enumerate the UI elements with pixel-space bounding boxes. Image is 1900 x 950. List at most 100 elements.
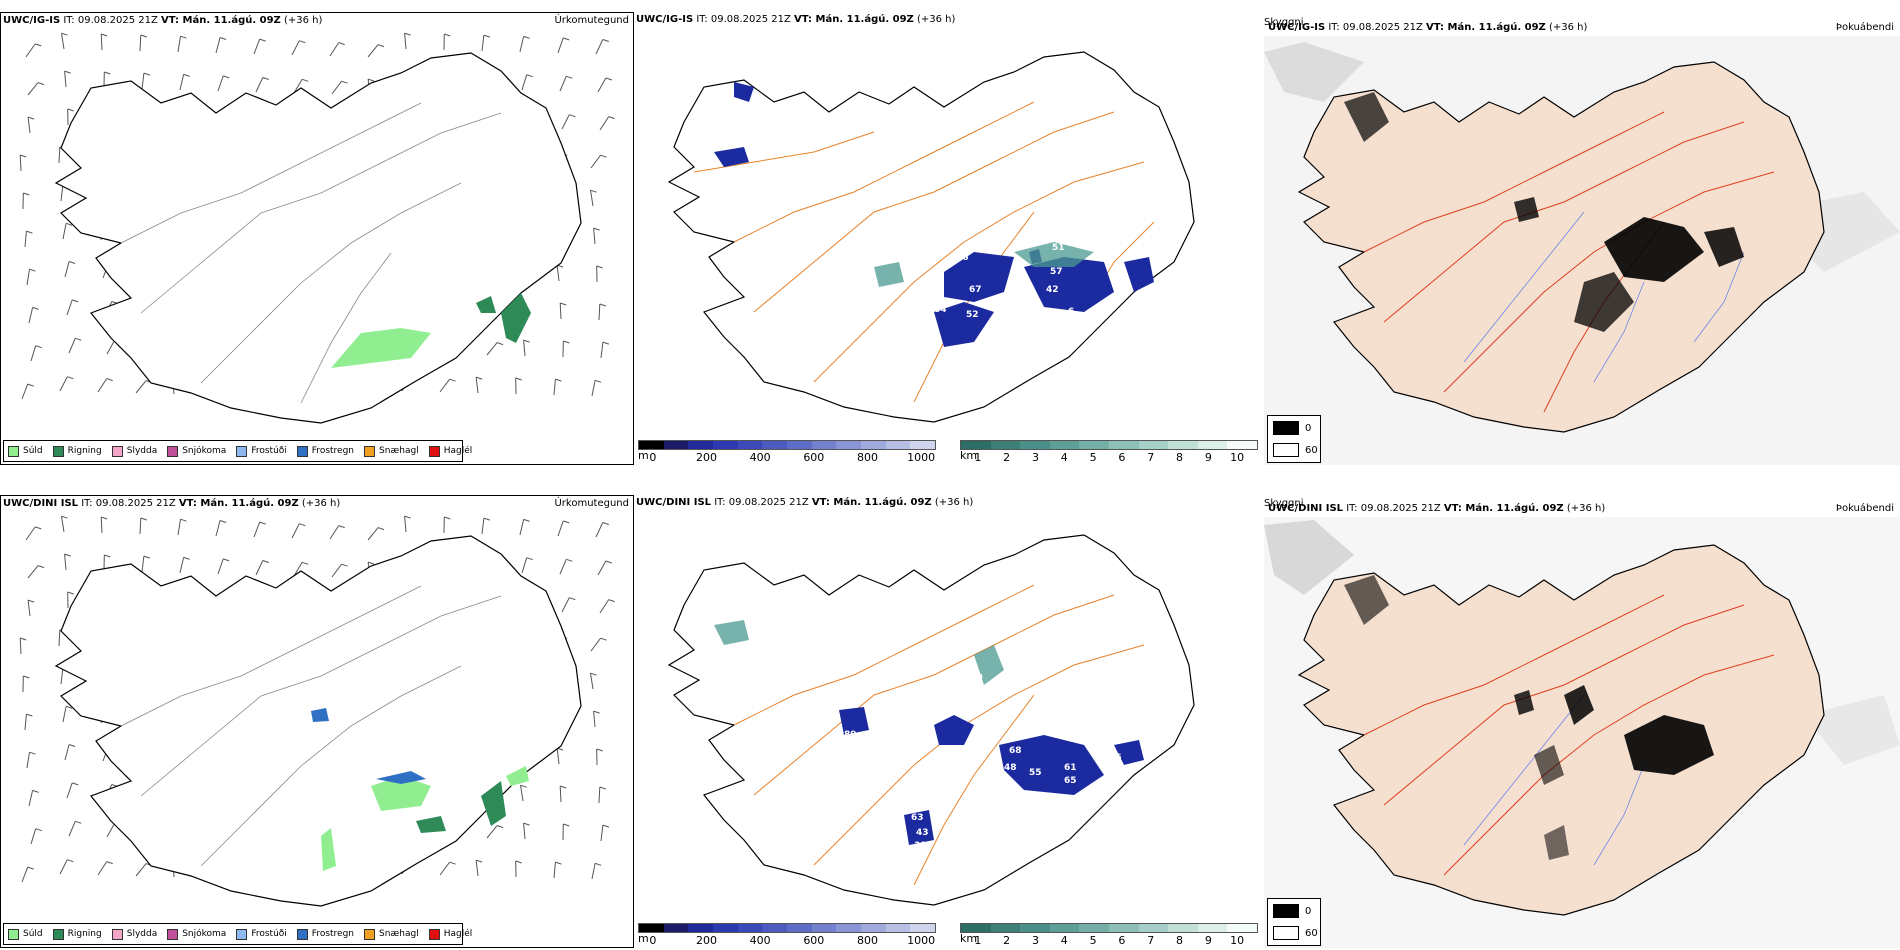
- wind-barb: [520, 785, 524, 802]
- wind-barb-tick: [183, 556, 190, 560]
- wind-barb: [439, 861, 451, 876]
- wind-barb-tick: [523, 339, 530, 343]
- ceiling-value-label: 51: [1052, 243, 1065, 253]
- ceiling-value-label: 64: [934, 305, 947, 315]
- wind-barb: [291, 40, 300, 56]
- wind-barb-tick: [37, 82, 45, 86]
- colorbar-tick-label: 7: [1147, 934, 1155, 947]
- wind-barb-tick: [593, 227, 600, 231]
- fog-legend: 0 60: [1267, 898, 1321, 946]
- legend-swatch: [52, 445, 64, 457]
- wind-barb-tick: [367, 78, 375, 82]
- wind-barb-tick: [594, 379, 602, 383]
- iceland-outline: [1297, 61, 1825, 433]
- wind-barb: [559, 559, 567, 575]
- visibility-areas: [714, 620, 1004, 685]
- precip-legend-item: Slydda: [111, 928, 158, 940]
- wind-barb-tick: [520, 784, 527, 788]
- wind-barb-tick: [26, 230, 33, 234]
- wind-barb: [58, 146, 61, 164]
- wind-barb-tick: [563, 520, 570, 524]
- colorbar-tick-label: 6: [1118, 934, 1126, 947]
- legend-label: Frostregn: [311, 446, 355, 456]
- wind-barb: [598, 786, 601, 804]
- wind-barb-tick: [377, 527, 385, 531]
- wind-barb: [481, 518, 485, 535]
- wind-barb: [217, 558, 224, 575]
- legend-swatch: [1273, 421, 1299, 435]
- colorbar-tick-label: 600: [803, 451, 825, 464]
- panel-label: Þokuábendi: [1835, 22, 1894, 33]
- precip-legend-item: Haglél: [428, 445, 472, 457]
- wind-barb: [595, 522, 604, 538]
- ceiling-value-label: 42: [916, 720, 929, 730]
- ceiling-value-label: 101: [829, 736, 848, 746]
- colorbar-tick-label: 4: [1060, 451, 1068, 464]
- wind-barb: [62, 223, 67, 240]
- iceland-ceiling-map: 98 54 75 92 66 48 51 32 57 67 64 63 52 42 4 6: [667, 51, 1195, 423]
- iceland-outline: [667, 51, 1195, 423]
- wind-barb-tick: [29, 751, 36, 755]
- precip-legend-item: Rigning: [52, 445, 102, 457]
- visibility-side-label: Skyggni: [1264, 498, 1304, 509]
- wind-barb-tick: [61, 515, 68, 519]
- precip-legend-item: Frostúði: [236, 928, 287, 940]
- ceiling-areas: [839, 707, 1144, 845]
- wind-barb-tick: [338, 525, 345, 529]
- legend-label: Frostúði: [251, 929, 287, 939]
- wind-barb: [591, 380, 596, 397]
- wind-barb: [590, 637, 601, 652]
- wind-barb-tick: [180, 518, 187, 522]
- wind-barb-tick: [444, 516, 451, 520]
- wind-barb: [521, 557, 528, 574]
- colorbar-tick-label: 3: [1031, 934, 1039, 947]
- wind-barb-tick: [593, 710, 600, 714]
- panel-title: UWC/IG-IS IT: 09.08.2025 21Z VT: Mán. 11…: [636, 14, 956, 25]
- wind-barb: [557, 520, 564, 537]
- wind-barb: [97, 378, 108, 393]
- wind-barb-tick: [608, 599, 615, 603]
- ceiling-ticks: 0 200 400 600 800 1000: [638, 450, 936, 464]
- legend-swatch: [428, 928, 440, 940]
- wind-barb-tick: [140, 34, 147, 38]
- legend-label: Snæhagl: [379, 929, 419, 939]
- ceiling-value-label: 39: [914, 841, 927, 851]
- wind-barb-tick: [67, 859, 74, 863]
- wind-barb-tick: [29, 268, 36, 272]
- wind-barb-tick: [594, 862, 602, 866]
- wind-barb: [600, 342, 604, 359]
- wind-barb: [331, 563, 343, 578]
- precip-legend-item: Slydda: [111, 445, 157, 457]
- wind-barb: [59, 859, 68, 875]
- panel-title: UWC/DINI ISL IT: 09.08.2025 21Z VT: Mán.…: [3, 498, 341, 509]
- wind-barb-tick: [75, 820, 82, 824]
- legend-label: Slydda: [126, 929, 158, 939]
- legend-label: Frostúði: [251, 446, 287, 456]
- colorbar-tick-label: 200: [696, 934, 718, 947]
- wind-barb: [593, 228, 596, 245]
- ceiling-ticks: 0 200 400 600 800 1000: [638, 933, 936, 947]
- wind-barb-tick: [27, 599, 35, 603]
- ceiling-colorbar-swatches: [638, 440, 936, 450]
- panel-title: UWC/IG-IS IT: 09.08.2025 21Z VT: Mán. 11…: [3, 15, 323, 26]
- wind-barb-tick: [560, 302, 567, 306]
- precip-legend-item: Snæhagl: [364, 928, 419, 940]
- legend-swatch: [1273, 443, 1299, 457]
- wind-barb-tick: [259, 38, 266, 42]
- precip-legend-item: Rigning: [52, 928, 102, 940]
- visibility-areas: [874, 242, 1094, 287]
- wind-barb-tick: [377, 44, 385, 48]
- wind-barb: [64, 554, 67, 571]
- wind-barb-tick: [523, 518, 530, 522]
- wind-barb: [106, 339, 116, 355]
- wind-barb: [597, 560, 607, 576]
- wind-barb: [177, 36, 181, 53]
- wind-barb-tick: [523, 822, 530, 826]
- legend-swatch: [167, 445, 179, 457]
- wind-barb: [253, 38, 261, 55]
- legend-swatch: [167, 928, 179, 940]
- wind-barb: [559, 302, 562, 320]
- wind-barb-tick: [483, 34, 491, 38]
- wind-barb: [439, 378, 451, 393]
